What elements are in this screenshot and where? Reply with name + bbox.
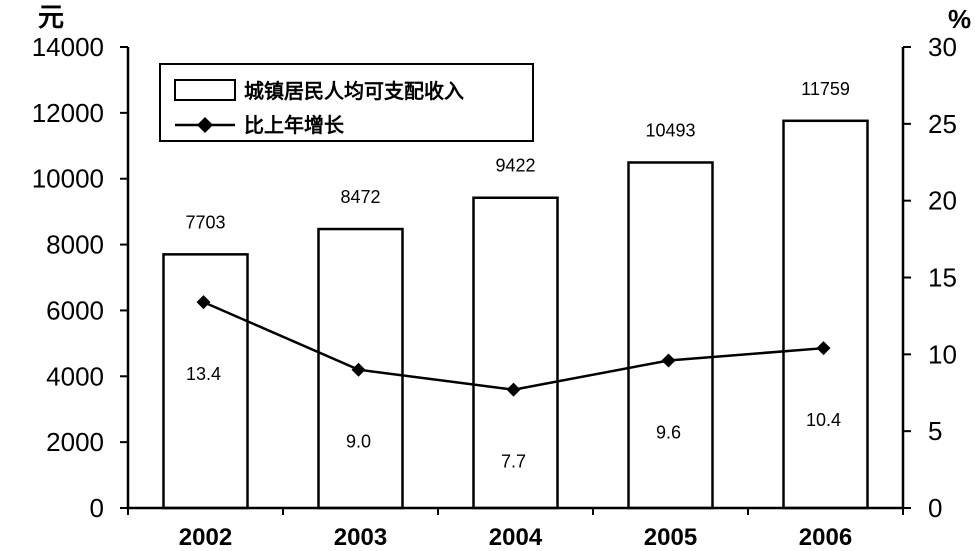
left-tick-label: 12000 <box>32 98 104 128</box>
right-axis-unit: % <box>948 4 971 34</box>
right-tick-label: 20 <box>928 186 957 216</box>
right-tick-label: 15 <box>928 263 957 293</box>
bar-value-label: 7703 <box>185 212 225 232</box>
growth-point-2005 <box>661 353 676 368</box>
left-axis-unit: 元 <box>38 2 64 32</box>
growth-value-label: 13.4 <box>186 364 221 384</box>
bar-value-label: 10493 <box>645 120 695 140</box>
x-category-label: 2003 <box>334 524 387 551</box>
bar-2006 <box>782 119 869 510</box>
growth-value-label: 9.6 <box>656 422 681 442</box>
legend-bar-swatch <box>174 79 236 101</box>
right-tick-label: 0 <box>928 493 942 523</box>
bars-layer <box>162 119 869 510</box>
legend-box <box>159 63 534 142</box>
left-tick-label: 6000 <box>46 295 104 325</box>
legend: 城镇居民人均可支配收入 比上年增长 <box>159 63 534 142</box>
x-category-label: 2002 <box>179 524 232 551</box>
left-tick-label: 2000 <box>46 427 104 457</box>
growth-value-label: 10.4 <box>806 410 841 430</box>
growth-point-2004 <box>506 382 521 397</box>
x-category-label: 2004 <box>489 524 543 551</box>
right-tick-label: 10 <box>928 339 957 369</box>
bar-2004 <box>472 196 559 510</box>
growth-point-2006 <box>816 341 831 356</box>
legend-line-label: 比上年增长 <box>244 113 345 137</box>
x-category-label: 2006 <box>799 524 852 551</box>
legend-bar-label: 城镇居民人均可支配收入 <box>244 79 464 103</box>
x-category-label: 2005 <box>644 524 697 551</box>
left-tick-label: 8000 <box>46 230 104 260</box>
bar-value-label: 11759 <box>801 79 850 99</box>
bar-value-label: 9422 <box>495 156 535 176</box>
growth-line-layer <box>196 295 831 397</box>
growth-point-2003 <box>351 362 366 377</box>
bar-2002 <box>162 253 249 510</box>
right-tick-label: 25 <box>928 109 957 139</box>
growth-value-label: 9.0 <box>346 432 371 452</box>
growth-point-2002 <box>196 295 211 310</box>
left-tick-label: 14000 <box>32 32 104 62</box>
legend-diamond-marker <box>197 117 213 133</box>
axes-layer: 0 2000 4000 6000 8000 10000 12000 14000 0 5 10 15 20… <box>32 32 957 551</box>
left-tick-label: 4000 <box>46 361 104 391</box>
value-labels-layer: 7703 8472 9422 10493 11759 13.4 9.0 7.7 9.6 10.4 <box>185 79 849 472</box>
growth-value-label: 7.7 <box>501 452 526 472</box>
bar-2005 <box>627 161 714 510</box>
left-tick-label: 0 <box>90 493 104 523</box>
right-tick-label: 30 <box>928 32 957 62</box>
right-tick-label: 5 <box>928 416 942 446</box>
bar-value-label: 8472 <box>340 187 380 207</box>
left-tick-label: 10000 <box>32 164 104 194</box>
